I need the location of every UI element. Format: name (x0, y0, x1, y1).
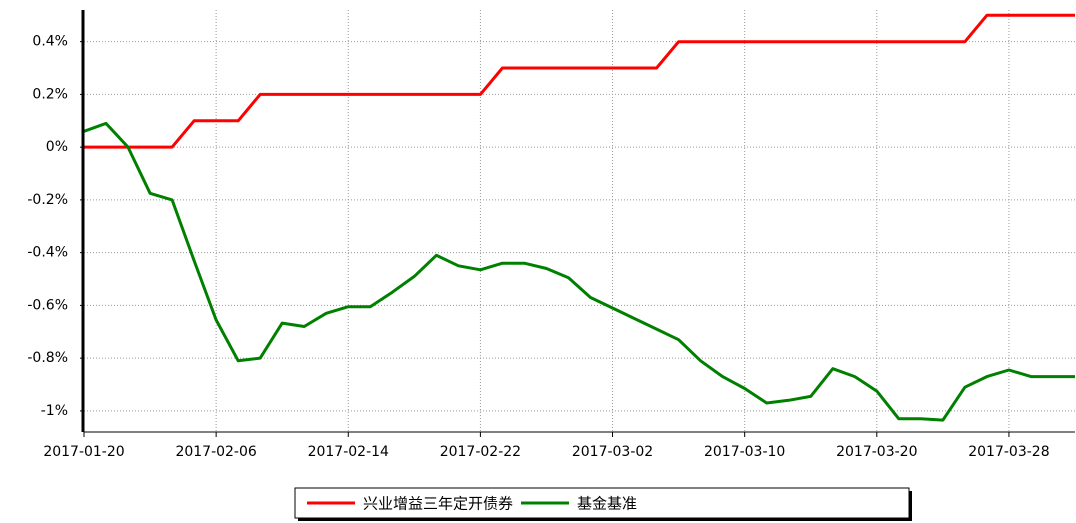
y-tick-label: -0.2% (27, 192, 68, 208)
x-tick-label: 2017-03-10 (704, 444, 785, 460)
x-tick-label: 2017-02-06 (175, 444, 256, 460)
x-tick-label: 2017-01-20 (43, 444, 124, 460)
legend-label: 基金基准 (577, 495, 637, 513)
x-tick-label: 2017-03-02 (572, 444, 653, 460)
y-tick-label: -0.8% (27, 350, 68, 366)
y-tick-label: -0.4% (27, 245, 68, 261)
legend-label: 兴业增益三年定开债券 (363, 495, 513, 513)
x-tick-label: 2017-02-14 (308, 444, 389, 460)
y-tick-label: -0.6% (27, 297, 68, 313)
series-line (83, 121, 1075, 422)
y-tick-label: 0.4% (32, 34, 68, 50)
series-line (84, 13, 1075, 149)
y-tick-label: 0% (46, 139, 68, 155)
x-tick-label: 2017-03-28 (968, 444, 1049, 460)
y-tick-label: -1% (41, 403, 68, 419)
y-tick-label: 0.2% (32, 86, 68, 102)
x-tick-label: 2017-02-22 (440, 444, 521, 460)
legend-box (294, 487, 910, 519)
x-tick-label: 2017-03-20 (836, 444, 917, 460)
